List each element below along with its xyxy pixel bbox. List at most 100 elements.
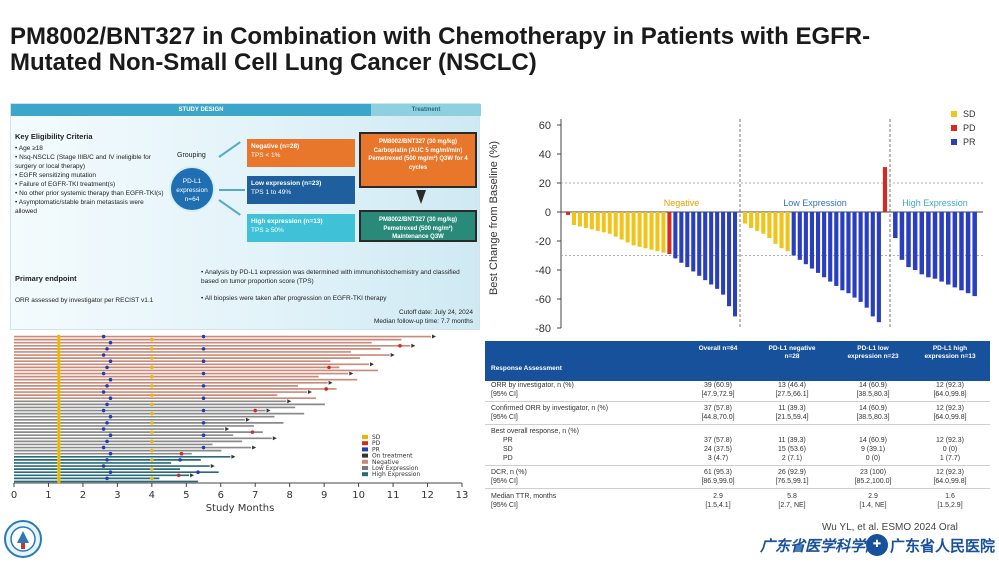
- pr-marker: [108, 340, 113, 345]
- median-followup: Median follow-up time: 7.7 months: [374, 318, 473, 325]
- pd-marker: [250, 430, 255, 434]
- on-treatment-arrow-icon: [390, 353, 395, 358]
- sd-marker: [57, 411, 61, 416]
- hospital-logo-icon: ✚: [866, 534, 888, 556]
- sd-marker: [57, 408, 61, 413]
- waterfall-bar: [613, 212, 618, 237]
- sd-marker: [57, 451, 61, 456]
- waterfall-bar: [882, 167, 888, 212]
- sd-marker: [57, 350, 61, 354]
- table-cell: 9 (39.1): [860, 446, 886, 453]
- table-cell: 2.9: [713, 493, 723, 500]
- waterfall-chart: Best Change from Baseline (%) 60 40 20 0 -20 -…: [488, 109, 983, 335]
- waterfall-bar: [840, 212, 845, 291]
- on-treatment-arrow-icon: [190, 473, 195, 478]
- on-treatment-arrow-icon: [210, 464, 215, 469]
- x-tick-label: 2: [80, 490, 86, 501]
- y-tick-label: 0: [545, 207, 551, 219]
- table-cell: [64.0,99.8]: [933, 478, 967, 485]
- table-row-label: Median TTR, months: [491, 493, 557, 500]
- on-treatment-arrow-icon: [245, 417, 250, 422]
- on-treatment-arrow-icon: [307, 390, 312, 395]
- table-cell: [47.9,72.9]: [701, 391, 735, 398]
- x-tick-label: 6: [218, 490, 224, 501]
- pr-marker: [105, 402, 109, 407]
- waterfall-bar: [721, 212, 726, 295]
- pd-marker: [179, 451, 184, 456]
- sd-marker: [57, 384, 61, 388]
- waterfall-bar: [589, 212, 594, 230]
- waterfall-bar: [667, 212, 672, 255]
- sd-marker: [57, 343, 61, 348]
- sd-marker: [57, 359, 61, 364]
- header-low: PD-L1 low expression n=23: [847, 345, 899, 360]
- pr-marker: [108, 414, 113, 419]
- pr-marker: [108, 433, 113, 438]
- table-cell: 26 (92.9): [777, 469, 807, 476]
- waterfall-bar: [649, 212, 654, 250]
- table-cell: 15 (53.6): [777, 446, 807, 453]
- table-row-label: [95% CI]: [491, 414, 518, 421]
- waterfall-bar: [932, 212, 938, 279]
- waterfall-bar: [732, 212, 738, 317]
- table-cell: 0 (0): [865, 455, 881, 462]
- pr-marker: [101, 390, 106, 394]
- waterfall-bar: [691, 212, 696, 272]
- pr-marker: [201, 433, 206, 438]
- table-cell: 1 (7.7): [939, 455, 961, 462]
- sd-marker: [57, 353, 61, 357]
- table-cell: 2 (7.1): [781, 455, 803, 462]
- table-cell: [38.5,80.3]: [856, 391, 890, 398]
- on-treatment-arrow-icon: [225, 427, 230, 432]
- waterfall-bar: [815, 212, 821, 273]
- table-cell: 24 (37.5): [703, 446, 733, 453]
- footer-hospital-name: 广东省人民医院: [890, 537, 996, 555]
- waterfall-bar: [625, 212, 630, 243]
- table-cell: [86.9,99.0]: [701, 478, 735, 485]
- sd-marker: [57, 436, 61, 441]
- waterfall-bar: [899, 212, 905, 260]
- swimmer-legend-label: PR: [372, 446, 380, 453]
- waterfall-bar: [703, 212, 708, 281]
- header-negative: PD-L1 negative n=28: [768, 345, 816, 360]
- legend-swatch: [951, 125, 957, 131]
- table-cell: [38.5,80.3]: [856, 414, 890, 421]
- waterfall-bar: [939, 212, 944, 282]
- waterfall-bar: [601, 212, 606, 233]
- swimmer-legend-swatch: [362, 447, 368, 452]
- pr-marker: [105, 384, 109, 388]
- response-table: Response Assessment Overall n=64 PD-L1 n…: [485, 341, 990, 516]
- on-treatment-arrow-icon: [287, 399, 292, 404]
- legend-label: SD: [963, 109, 976, 119]
- table-cell: [64.0,99.8]: [933, 391, 967, 398]
- table-cell: 37 (57.8): [703, 405, 733, 412]
- waterfall-bar: [673, 212, 678, 259]
- x-tick-label: 8: [287, 490, 293, 501]
- on-treatment-arrow-icon: [252, 445, 257, 450]
- primary-endpoint-title: Primary endpoint: [15, 274, 77, 283]
- table-cell: 23 (100): [859, 469, 887, 476]
- waterfall-bar: [945, 212, 951, 285]
- table-cell: 11 (39.3): [778, 437, 806, 444]
- waterfall-bar: [834, 212, 839, 286]
- sd-marker: [57, 368, 61, 373]
- table-row-divider: [485, 465, 990, 466]
- legend-swatch: [951, 111, 957, 117]
- table-cell: 14 (60.9): [858, 437, 888, 444]
- criterion: • EGFR sensitizing mutation: [15, 172, 97, 179]
- y-axis-label: Best Change from Baseline (%): [488, 141, 500, 295]
- grouping-label: Grouping: [177, 152, 206, 159]
- sd-marker: [57, 417, 61, 422]
- waterfall-bar: [846, 212, 851, 294]
- pr-marker: [201, 359, 206, 364]
- waterfall-bar: [595, 212, 600, 231]
- pr-marker: [108, 470, 113, 475]
- table-row-label: Best overall response, n (%): [491, 428, 579, 435]
- waterfall-bar: [727, 212, 732, 307]
- eligibility-title: Key Eligibility Criteria: [15, 132, 93, 141]
- waterfall-bar: [571, 212, 576, 226]
- table-cell: [1.4, NE]: [859, 502, 887, 509]
- criterion: • Asymptomatic/stable brain metastasis w…: [15, 199, 144, 215]
- waterfall-bar: [864, 212, 869, 308]
